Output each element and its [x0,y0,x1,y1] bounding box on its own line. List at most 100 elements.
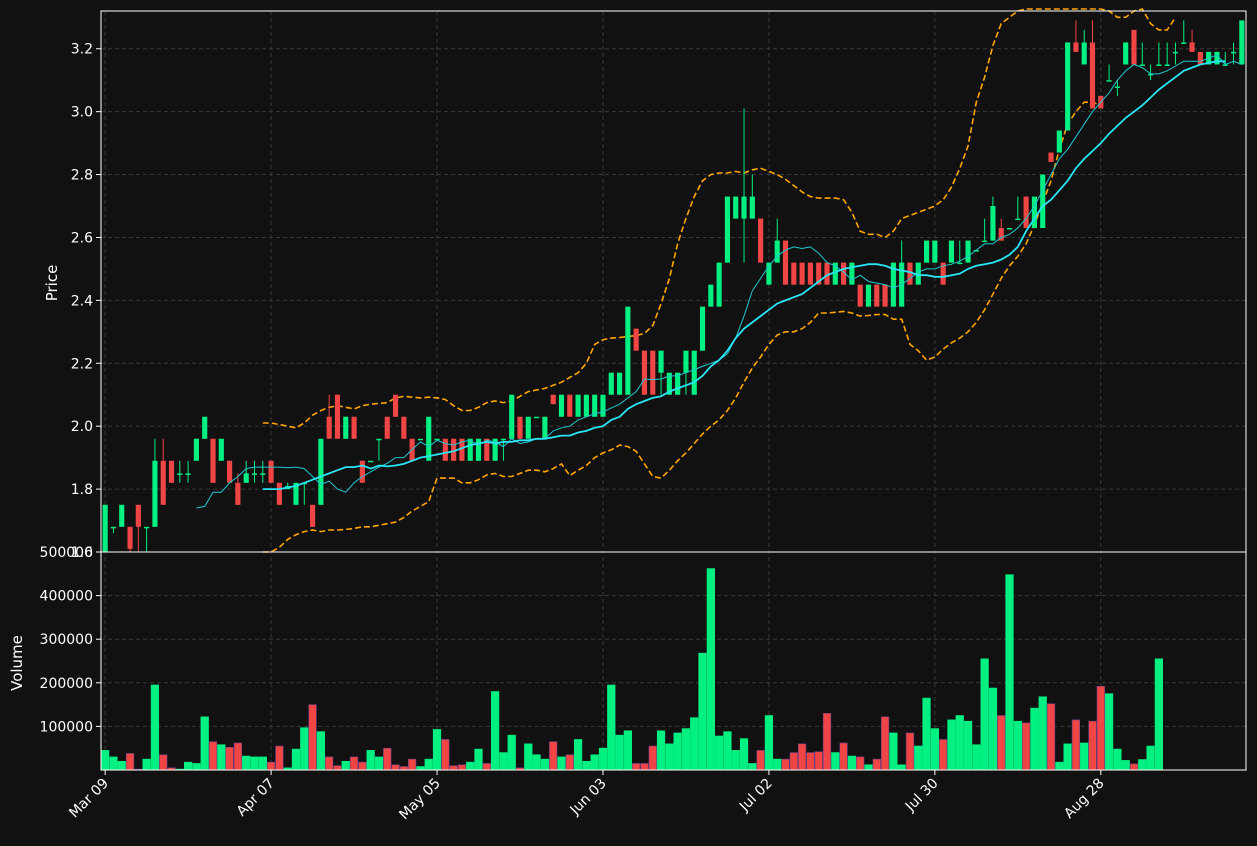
volume-bar [399,766,408,771]
volume-bar [233,742,243,771]
price-tick-label: 2.2 [71,356,93,372]
volume-bar [1022,722,1031,771]
volume-bar [441,739,450,771]
candle-up [376,438,382,441]
volume-bar [905,732,915,771]
candle-up [932,240,938,263]
volume-bar [1055,761,1064,771]
price-tick-label: 2.8 [71,168,93,184]
volume-bar [665,743,674,771]
candle-down [907,262,913,285]
volume-bar [781,758,790,771]
candle-down [135,504,141,527]
price-tick-label: 2.6 [71,230,93,246]
candle-up [525,416,531,439]
candle-down [227,460,233,483]
candle-up [343,416,349,439]
candle-up [774,240,780,263]
volume-bar [648,745,657,771]
volume-bar [457,764,467,771]
price-tick-label: 2.4 [71,293,93,309]
candle-down [874,284,880,307]
price-tick-label: 3.2 [71,42,93,58]
volume-bar [690,717,699,771]
volume-bar [814,751,823,771]
volume-bar [408,758,417,771]
volume-bar [374,756,384,771]
candle-up [608,372,614,395]
volume-bar [291,748,301,771]
volume-bar [1080,742,1089,771]
candle-up [509,394,515,439]
volume-tick-label: 300000 [40,632,93,648]
volume-bar [947,719,956,771]
price-axis-label: Price [43,265,61,302]
candle-down [940,262,946,285]
volume-bar [300,727,309,771]
volume-bar [557,756,566,771]
candle-up [500,438,506,441]
volume-bar [225,747,234,771]
volume-bar [681,728,691,771]
volume-bar [673,732,682,771]
candle-down [633,328,639,351]
volume-bar [316,731,325,771]
candle-down [451,438,457,461]
volume-bar [963,720,973,771]
candle-down [326,416,332,439]
candle-up [658,350,664,373]
volume-bar [797,743,807,771]
volume-bar [449,765,458,771]
volume-bar [499,752,508,771]
volume-bar [109,756,118,771]
candle-up [260,473,266,475]
volume-bar [590,754,599,771]
candle-up [1106,80,1112,82]
candle-up [218,438,224,461]
volume-bar [1088,720,1097,771]
candle-down [782,240,789,285]
candle-up [417,438,424,441]
volume-bar [640,763,649,771]
volume-bar [972,744,981,771]
candle-up [1156,64,1162,66]
candle-up [426,416,432,461]
candle-up [716,262,722,307]
volume-bar [159,754,168,771]
volume-bar [880,716,890,771]
volume-bar [632,763,641,771]
candle-up [102,504,108,552]
volume-tick-label: 100000 [40,719,93,735]
volume-bar [1071,719,1081,771]
candle-up [923,240,930,263]
volume-bar [1104,693,1114,771]
candle-up [1222,64,1228,66]
candle-up [1040,174,1046,229]
candle-up [957,262,963,265]
volume-bar [150,684,160,771]
volume-bar [1038,696,1047,771]
candle-up [733,196,739,219]
volume-bar [822,713,832,771]
volume-bar [565,754,574,771]
volume-bar [856,756,865,771]
candle-up [592,394,598,417]
candle-down [210,438,216,483]
volume-bar [723,731,732,771]
volume-bar [383,747,392,771]
volume-bar [1005,574,1014,771]
volume-bar [897,764,906,771]
candle-up [251,473,258,475]
candle-up [625,306,631,395]
candle-down [857,284,863,307]
candle-up [890,262,896,307]
candle-down [882,284,888,307]
volume-bar [142,758,151,771]
candle-down [1131,29,1137,65]
volume-bar [656,730,666,771]
candle-down [276,482,282,505]
candle-down [127,526,133,549]
candle-down [168,460,175,483]
candle-down [1073,42,1079,52]
